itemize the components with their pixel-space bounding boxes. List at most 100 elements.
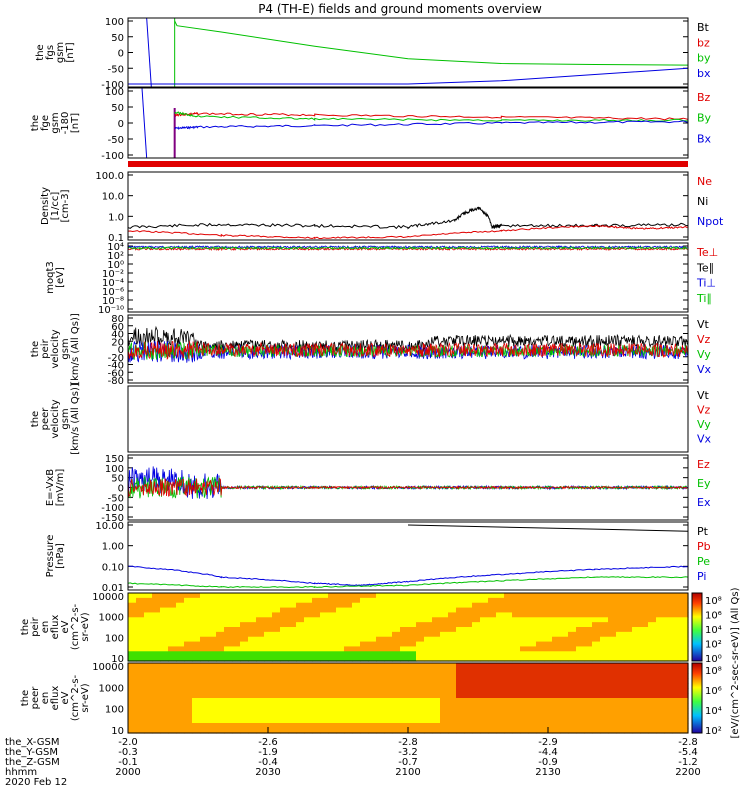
spec-cell	[608, 673, 617, 679]
spec-cell	[464, 703, 473, 709]
spec-cell	[576, 617, 585, 623]
panel-frame	[127, 171, 689, 241]
spec-cell	[632, 612, 641, 618]
spec-cell	[304, 593, 313, 599]
spec-cell	[280, 683, 289, 689]
spec-cell	[248, 597, 257, 604]
y-tick-label: 0	[118, 345, 124, 356]
mode-bar	[128, 161, 688, 167]
spec-cell	[512, 663, 521, 669]
spec-cell	[616, 636, 625, 643]
spec-cell	[336, 622, 345, 628]
spec-cell	[144, 708, 153, 714]
spec-cell	[616, 641, 625, 648]
spec-cell	[360, 597, 369, 604]
spec-cell	[680, 617, 689, 623]
spec-cell	[192, 597, 201, 604]
spec-cell	[288, 728, 297, 734]
spec-cell	[536, 668, 545, 674]
ylabel-line: Pressure	[45, 535, 56, 578]
spec-cell	[288, 607, 297, 614]
spec-cell	[152, 617, 161, 623]
spec-cell	[576, 698, 585, 704]
spec-cell	[600, 602, 609, 609]
spec-cell	[272, 698, 281, 704]
spec-cell	[488, 703, 497, 709]
spec-cell	[288, 708, 297, 714]
spec-cell	[264, 656, 273, 662]
spec-cell	[248, 688, 257, 694]
spec-cell	[344, 656, 353, 662]
spec-cell	[528, 703, 537, 709]
spec-cell	[312, 656, 321, 662]
legend-te∥: Te∥	[696, 261, 714, 274]
spec-cell	[272, 631, 281, 638]
spec-cell	[592, 617, 601, 623]
y-tick-label: 1000	[99, 683, 124, 694]
spec-cell	[536, 708, 545, 714]
y-tick-label: 10⁰	[107, 260, 124, 271]
spec-cell	[352, 723, 361, 729]
spec-cell	[448, 673, 457, 679]
spec-cell	[224, 713, 233, 719]
spec-cell	[384, 693, 393, 699]
spec-cell	[424, 593, 433, 599]
spec-cell	[296, 627, 305, 633]
spec-cell	[656, 693, 665, 699]
spec-cell	[304, 622, 313, 628]
spec-cell	[152, 622, 161, 628]
spec-cell	[512, 683, 521, 689]
spec-cell	[192, 636, 201, 643]
spec-cell	[432, 651, 441, 657]
ylabel-line: the	[20, 619, 31, 635]
spec-cell	[528, 612, 537, 618]
spec-cell	[592, 663, 601, 669]
spec-cell	[360, 593, 369, 599]
spec-cell	[216, 607, 225, 614]
panel-ylabel: thepeirvelocitygsm[km/s (All Qs)]	[30, 313, 81, 385]
bx2-spike	[141, 87, 148, 159]
spec-cell	[480, 673, 489, 679]
spec-cell	[664, 636, 673, 643]
spec-cell	[128, 612, 137, 618]
spec-cell	[208, 673, 217, 679]
series-Vz	[127, 340, 688, 360]
spec-cell	[488, 718, 497, 724]
spec-cell	[216, 728, 225, 734]
spec-cell	[128, 678, 137, 684]
spec-cell	[392, 698, 401, 704]
spec-cell	[448, 631, 457, 638]
spec-cell	[568, 688, 577, 694]
spec-cell	[472, 673, 481, 679]
spec-cell	[144, 663, 153, 669]
spec-cell	[144, 728, 153, 734]
spec-cell	[576, 641, 585, 648]
footer-value: -0.4	[258, 757, 278, 768]
spec-cell	[224, 678, 233, 684]
spec-cell	[520, 651, 529, 657]
spec-cell	[280, 673, 289, 679]
spec-cell	[336, 668, 345, 674]
ylabel-line: (cm^2-s-	[70, 674, 81, 721]
spec-cell	[160, 663, 169, 669]
spec-cell	[664, 602, 673, 609]
spec-cell	[224, 668, 233, 674]
spec-cell	[232, 631, 241, 638]
spec-cell	[352, 728, 361, 734]
spec-cell	[392, 703, 401, 709]
spec-cell	[144, 631, 153, 638]
spec-cell	[232, 688, 241, 694]
spec-cell	[392, 593, 401, 599]
spec-cell	[208, 627, 217, 633]
spec-cell	[496, 612, 505, 618]
spec-cell	[664, 663, 673, 669]
spec-cell	[528, 718, 537, 724]
spec-cell	[208, 622, 217, 628]
spec-cell	[408, 641, 417, 648]
series-Ez	[127, 478, 688, 498]
spec-cell	[208, 597, 217, 604]
spec-cell	[296, 688, 305, 694]
spec-cell	[416, 683, 425, 689]
spec-cell	[608, 713, 617, 719]
spec-cell	[560, 656, 569, 662]
